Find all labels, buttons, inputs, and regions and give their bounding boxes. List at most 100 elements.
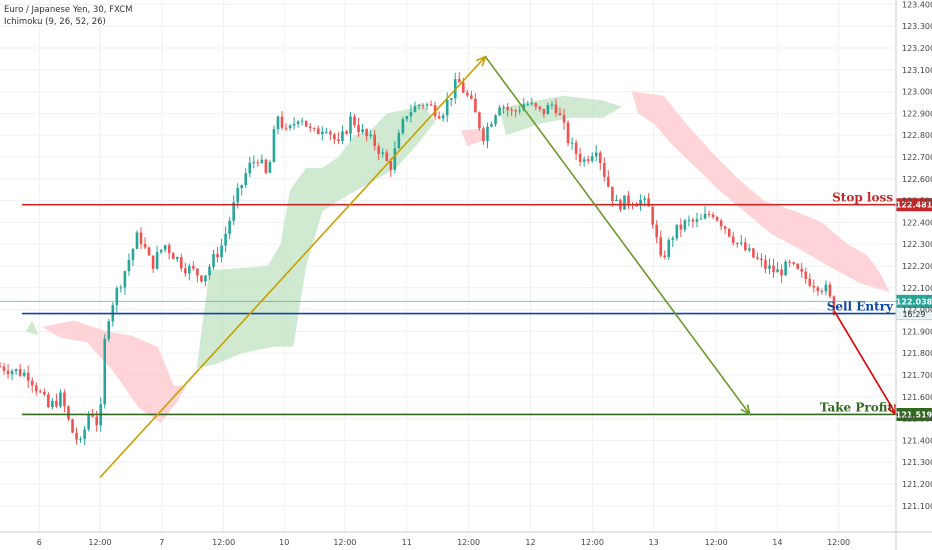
candle-body bbox=[135, 232, 139, 249]
candle-body bbox=[574, 142, 578, 154]
candle-body bbox=[611, 186, 614, 202]
candle-body bbox=[623, 195, 626, 210]
candle-body bbox=[566, 122, 570, 144]
candlestick-series bbox=[0, 72, 836, 446]
candle-body bbox=[167, 245, 171, 254]
target-label: Take Profit bbox=[820, 400, 894, 414]
candle-body bbox=[143, 243, 147, 248]
candle-body bbox=[228, 220, 231, 234]
candle-body bbox=[752, 248, 755, 258]
candle-body bbox=[155, 252, 159, 269]
candle-body bbox=[719, 220, 723, 227]
candle-body bbox=[232, 202, 235, 221]
y-tick-label: 121.600 bbox=[902, 393, 932, 402]
candle-body bbox=[256, 162, 260, 164]
candle-body bbox=[820, 291, 824, 293]
candle-body bbox=[691, 219, 695, 222]
candle-body bbox=[103, 339, 107, 405]
candle-body bbox=[744, 242, 747, 251]
candle-body bbox=[723, 226, 727, 229]
candle-body bbox=[59, 392, 62, 407]
candle-body bbox=[236, 188, 239, 203]
candle-body bbox=[83, 429, 86, 439]
candle-body bbox=[715, 217, 719, 221]
candle-body bbox=[474, 98, 477, 113]
candle-body bbox=[748, 248, 751, 251]
y-tick-label: 122.100 bbox=[902, 284, 932, 293]
candle-body bbox=[357, 125, 360, 133]
candle-body bbox=[832, 296, 836, 315]
candle-body bbox=[337, 139, 340, 142]
candle-body bbox=[115, 288, 119, 306]
current-price-badge bbox=[896, 294, 932, 308]
candle-body bbox=[586, 159, 590, 161]
candle-body bbox=[772, 265, 775, 273]
candle-body bbox=[707, 213, 711, 215]
x-tick-label: 12:00 bbox=[88, 538, 111, 547]
candle-body bbox=[51, 400, 54, 408]
x-tick-label: 12:00 bbox=[581, 538, 604, 547]
candle-body bbox=[550, 104, 554, 106]
candle-body bbox=[188, 266, 191, 274]
candle-body bbox=[276, 116, 280, 130]
candle-body bbox=[764, 260, 767, 269]
candle-body bbox=[10, 371, 14, 375]
candle-body bbox=[695, 219, 699, 222]
candle-body bbox=[768, 265, 771, 269]
candle-body bbox=[816, 287, 820, 292]
candle-body bbox=[494, 115, 497, 125]
candle-body bbox=[530, 103, 534, 105]
candle-body bbox=[659, 237, 663, 256]
up_arrow-line bbox=[99, 56, 486, 479]
candle-body bbox=[639, 199, 642, 206]
y-tick-label: 122.900 bbox=[902, 109, 932, 118]
candle-body bbox=[208, 266, 211, 276]
x-tick-label: 7 bbox=[159, 538, 164, 547]
candle-body bbox=[627, 195, 630, 205]
candle-body bbox=[26, 372, 30, 381]
down_arrow-head bbox=[740, 404, 751, 416]
candle-body bbox=[240, 185, 244, 189]
candle-body bbox=[792, 262, 795, 264]
symbol-title: Euro / Japanese Yen, 30, FXCM bbox=[4, 5, 133, 15]
y-tick-label: 121.400 bbox=[902, 436, 932, 445]
candle-body bbox=[175, 257, 179, 259]
candle-body bbox=[462, 82, 465, 93]
candle-body bbox=[308, 126, 312, 128]
candle-body bbox=[526, 104, 530, 106]
candle-body bbox=[739, 242, 743, 244]
candle-body bbox=[703, 213, 707, 219]
stop-price-badge bbox=[896, 198, 932, 212]
ichimoku-cloud-bullish bbox=[25, 320, 39, 336]
candle-body bbox=[441, 115, 445, 119]
candle-body bbox=[401, 119, 405, 134]
y-tick-label: 122.200 bbox=[902, 262, 932, 271]
candle-body bbox=[409, 112, 413, 117]
candle-body bbox=[413, 105, 417, 113]
candle-body bbox=[18, 369, 22, 376]
candle-body bbox=[353, 116, 356, 126]
candle-body bbox=[679, 224, 683, 230]
candle-body bbox=[598, 152, 602, 164]
candle-body bbox=[184, 268, 187, 274]
candle-body bbox=[393, 148, 397, 170]
candle-body bbox=[147, 247, 151, 256]
candle-body bbox=[377, 146, 381, 154]
y-tick-label: 123.200 bbox=[902, 44, 932, 53]
candle-body bbox=[735, 242, 739, 244]
candle-body bbox=[607, 176, 610, 187]
candle-body bbox=[546, 104, 550, 115]
ichimoku-cloud-bullish bbox=[196, 102, 436, 369]
candle-body bbox=[498, 107, 501, 116]
y-tick-label: 122.000 bbox=[902, 306, 932, 315]
ichimoku-cloud-bearish bbox=[41, 320, 197, 423]
candle-body bbox=[95, 416, 98, 426]
candle-body bbox=[292, 124, 296, 126]
x-tick-label: 12:00 bbox=[333, 538, 356, 547]
candle-body bbox=[643, 198, 646, 200]
candle-body bbox=[385, 152, 389, 161]
x-tick-label: 12:00 bbox=[212, 538, 235, 547]
candle-body bbox=[502, 107, 505, 109]
y-tick-label: 123.100 bbox=[902, 66, 932, 75]
